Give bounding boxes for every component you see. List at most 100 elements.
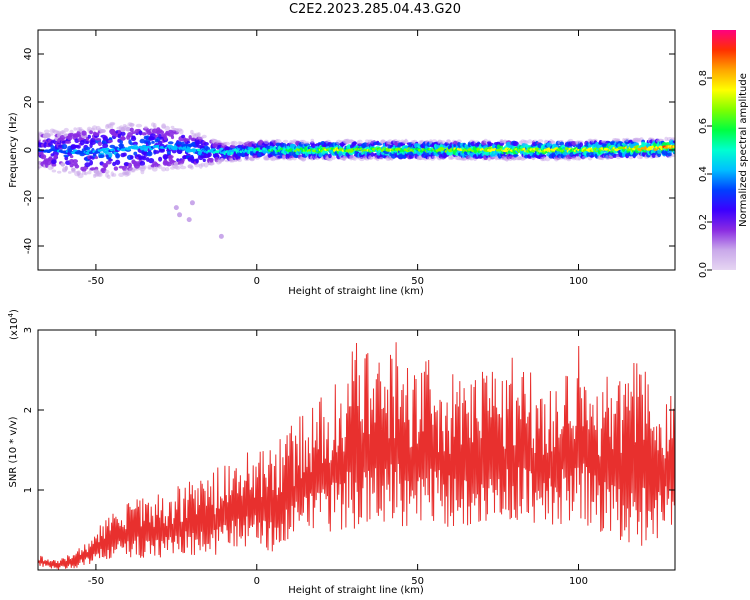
heatmap-cell bbox=[153, 150, 160, 154]
heatmap-cell bbox=[153, 125, 157, 129]
heatmap-cell bbox=[53, 154, 58, 160]
heatmap-cell bbox=[77, 173, 84, 179]
heatmap-outlier bbox=[186, 217, 192, 223]
heatmap-cell bbox=[135, 123, 143, 128]
snr-panel: -50 0 50 100 1 2 3 Height of straight line (km… bbox=[7, 309, 676, 596]
heatmap-cell bbox=[179, 128, 184, 135]
heatmap-cell bbox=[125, 126, 131, 132]
heatmap-cell bbox=[50, 145, 55, 149]
heatmap-cell bbox=[161, 166, 167, 172]
heatmap-cell bbox=[139, 160, 146, 167]
heatmap-cell bbox=[263, 139, 269, 145]
spectrogram-x-axis-label: Height of straight line (km) bbox=[288, 286, 424, 297]
heatmap-cell bbox=[203, 162, 209, 168]
spectrogram-y-tick-label: 0 bbox=[23, 147, 34, 153]
heatmap-cell bbox=[167, 141, 174, 145]
colorbar-tick-label: 0.4 bbox=[698, 166, 709, 182]
heatmap-cell bbox=[120, 131, 126, 136]
heatmap-cell bbox=[163, 135, 168, 141]
heatmap-cell bbox=[556, 150, 561, 155]
spectrogram-y-axis-label: Frequency (Hz) bbox=[8, 112, 19, 188]
heatmap-cell bbox=[310, 138, 315, 144]
heatmap-cell bbox=[129, 127, 134, 133]
heatmap-cell bbox=[304, 141, 310, 145]
heatmap-cell bbox=[138, 130, 143, 136]
page-title: C2E2.2023.285.04.43.G20 bbox=[288, 2, 462, 17]
heatmap-cell bbox=[129, 142, 134, 146]
heatmap-cell bbox=[79, 137, 85, 141]
heatmap-cell bbox=[201, 134, 207, 139]
heatmap-cell bbox=[98, 154, 105, 159]
heatmap-cell bbox=[73, 127, 77, 131]
heatmap-cell bbox=[220, 158, 224, 162]
heatmap-cell bbox=[224, 141, 231, 146]
heatmap-cell bbox=[512, 154, 519, 157]
heatmap-cell bbox=[69, 129, 74, 135]
snr-x-tick-label: 50 bbox=[411, 576, 424, 587]
heatmap-cell bbox=[81, 130, 87, 136]
heatmap-cell bbox=[84, 171, 88, 176]
colorbar-ticks: 0.0 0.2 0.4 0.6 0.8 bbox=[698, 70, 712, 278]
heatmap-cell bbox=[149, 133, 157, 139]
heatmap-cell bbox=[524, 140, 529, 143]
heatmap-cell bbox=[87, 134, 92, 139]
heatmap-cell bbox=[243, 156, 250, 162]
heatmap-cell bbox=[170, 125, 175, 129]
heatmap-cell bbox=[89, 140, 96, 146]
heatmap-cell bbox=[131, 131, 136, 135]
heatmap-cell bbox=[72, 159, 78, 164]
heatmap-cell bbox=[628, 155, 633, 160]
heatmap-cell bbox=[357, 139, 363, 145]
heatmap-cell bbox=[101, 129, 106, 133]
heatmap-cell bbox=[76, 145, 81, 149]
colorbar-tick-label: 0.0 bbox=[698, 262, 709, 278]
heatmap-cell bbox=[95, 138, 102, 141]
heatmap-cell bbox=[147, 142, 152, 145]
spectrogram-y-tick-label: 20 bbox=[23, 96, 34, 109]
heatmap-cell bbox=[85, 140, 90, 145]
heatmap-cell bbox=[194, 163, 200, 168]
colorbar: 0.0 0.2 0.4 0.6 0.8 Normalized spectral ampl… bbox=[698, 30, 749, 278]
heatmap-cell bbox=[113, 166, 119, 171]
heatmap-cell bbox=[209, 159, 214, 163]
heatmap-cell bbox=[117, 133, 122, 139]
heatmap-cell bbox=[89, 130, 93, 135]
heatmap-cell bbox=[115, 153, 121, 159]
colorbar-tick-label: 0.8 bbox=[698, 70, 709, 86]
heatmap-cell bbox=[283, 139, 289, 144]
heatmap-cell bbox=[141, 156, 147, 161]
heatmap-cell bbox=[144, 125, 148, 130]
heatmap-cell bbox=[127, 132, 133, 138]
spectrogram-x-tick-label: -50 bbox=[88, 276, 104, 287]
heatmap-cell bbox=[158, 156, 163, 162]
heatmap-cell bbox=[51, 163, 57, 167]
heatmap-cell bbox=[128, 162, 132, 169]
heatmap-cell bbox=[231, 140, 238, 147]
heatmap-cell bbox=[252, 141, 256, 145]
snr-x-tick-label: 100 bbox=[569, 576, 588, 587]
heatmap-cell bbox=[87, 170, 92, 175]
heatmap-cell bbox=[60, 162, 66, 167]
heatmap-cell bbox=[123, 162, 130, 166]
heatmap-cell bbox=[44, 129, 50, 134]
heatmap-cell bbox=[97, 141, 102, 147]
heatmap-cell bbox=[141, 132, 147, 136]
spectrogram-heatmap bbox=[38, 121, 675, 239]
heatmap-cell bbox=[108, 158, 113, 162]
heatmap-cell bbox=[578, 140, 584, 144]
heatmap-cell bbox=[122, 152, 127, 157]
spectrogram-y-tick-label: 40 bbox=[23, 48, 34, 61]
spectrogram-x-tick-label: 0 bbox=[254, 276, 260, 287]
heatmap-cell bbox=[64, 165, 68, 171]
heatmap-cell bbox=[189, 156, 195, 161]
heatmap-cell bbox=[186, 140, 191, 144]
snr-x-tick-label: -50 bbox=[88, 576, 104, 587]
snr-frame bbox=[37, 329, 676, 571]
colorbar-scale bbox=[712, 30, 736, 270]
heatmap-cell bbox=[224, 146, 231, 152]
heatmap-cell bbox=[379, 156, 384, 160]
heatmap-cell bbox=[179, 163, 184, 167]
heatmap-cell bbox=[197, 132, 201, 137]
heatmap-cell bbox=[484, 150, 491, 156]
heatmap-cell bbox=[672, 138, 675, 142]
